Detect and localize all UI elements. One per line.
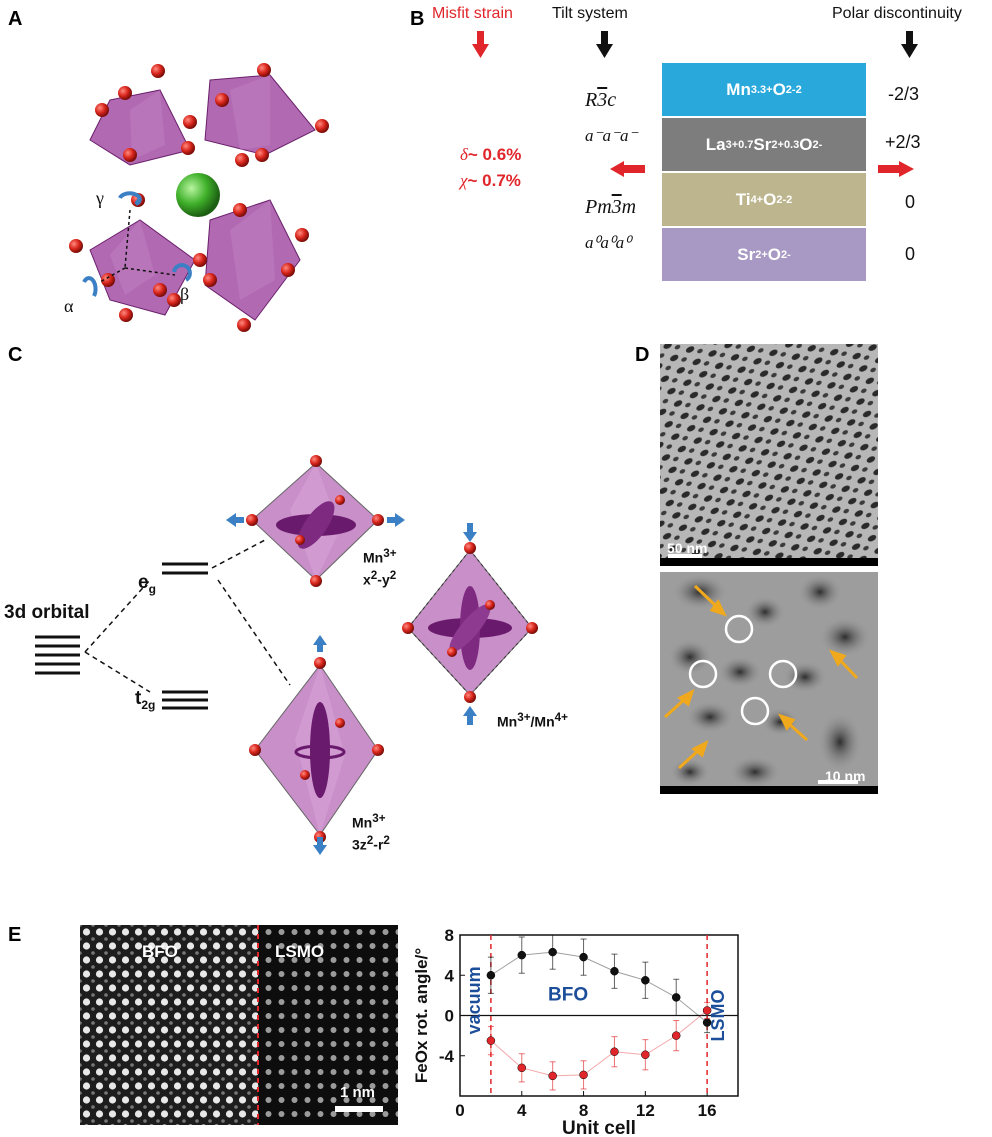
mn3-mn4-label: Mn3+/Mn4+: [497, 711, 568, 730]
perovskite-structure-illustration: [69, 63, 329, 332]
mn3-x2y2-label: Mn3+ x2-y2: [363, 547, 397, 588]
tilt-pm3m: Pm3m: [585, 196, 637, 218]
tilt-system-header: Tilt system: [552, 5, 628, 22]
octahedron-x2-y2: [246, 455, 384, 587]
data-point: [671, 1031, 681, 1040]
x-tick-label: 4: [517, 1101, 527, 1120]
tilt-a0a0a0: a⁰a⁰a⁰: [585, 233, 631, 252]
lsmo-region-label: LSMO: [708, 990, 728, 1042]
polar-right-arrow: [878, 161, 914, 177]
scale-bar-top-label: 50 nm: [667, 540, 708, 556]
tilt-down-arrow: [596, 31, 613, 58]
x-tick-label: 0: [455, 1101, 464, 1120]
stem-scale-label: 1 nm: [340, 1084, 376, 1101]
y-tick-label: 4: [445, 966, 455, 985]
charge-lsmo: +2/3: [885, 132, 921, 152]
data-point: [486, 971, 496, 980]
misfit-down-arrow: [472, 31, 489, 58]
charge-mno2: -2/3: [888, 84, 920, 104]
orbital-3d-label: 3d orbital: [4, 602, 90, 623]
strain-left-arrow: [610, 161, 645, 177]
data-point: [579, 952, 588, 962]
tilt-r3c: R3c: [585, 89, 617, 111]
panel-label-c: C: [8, 344, 23, 366]
tem-image-top: [660, 344, 878, 566]
charge-sro: 0: [905, 244, 916, 264]
data-point: [641, 976, 650, 985]
x-tick-label: 16: [698, 1101, 717, 1120]
tilt-aaa: a⁻a⁻a⁻: [585, 126, 638, 145]
x-axis-label: Unit cell: [562, 1118, 636, 1135]
data-point: [517, 1063, 527, 1073]
data-point: [579, 1070, 588, 1080]
strain-delta: δ~ 0.6%: [460, 145, 522, 164]
t2g-label: t2g: [135, 688, 156, 712]
gamma-label: γ: [96, 188, 104, 208]
layer-mno2: Mn 3.3+ O 2- 2: [662, 63, 866, 116]
y-tick-label: -4: [439, 1047, 455, 1066]
stem-bfo-label: BFO: [142, 942, 178, 961]
x-tick-label: 8: [579, 1101, 588, 1120]
strain-chi: χ~ 0.7%: [460, 171, 521, 190]
data-point: [641, 1050, 650, 1059]
panel-label-a: A: [8, 8, 23, 30]
a-site-cation-ball: [176, 173, 220, 217]
data-point: [548, 947, 557, 957]
eg-label: eg: [138, 572, 156, 596]
panel-b-arrows: [472, 31, 918, 177]
octahedron-mixed: [402, 542, 538, 703]
data-point: [548, 1071, 557, 1081]
series-line: [490, 951, 708, 1023]
y-tick-label: 8: [445, 926, 454, 945]
y-tick-label: 0: [445, 1007, 454, 1026]
data-point: [517, 950, 527, 960]
charge-tio2: 0: [905, 192, 916, 212]
alpha-label: α: [64, 296, 74, 316]
tem-image-bottom: [660, 572, 878, 794]
panel-label-d: D: [635, 344, 650, 366]
stem-image: [80, 925, 398, 1125]
scale-bar-bottom-label: 10 nm: [825, 768, 866, 784]
octahedron-3z2-r2: [249, 657, 384, 843]
data-point: [610, 1047, 619, 1056]
bfo-region-label: BFO: [548, 984, 588, 1005]
mn3-3z2r2-label: Mn3+ 3z2-r2: [352, 812, 390, 853]
beta-label: β: [180, 284, 190, 304]
layer-tio2: Ti 4+ O 2- 2: [662, 173, 866, 226]
panel-label-e: E: [8, 924, 22, 946]
y-axis-label: FeOx rot. angle/°: [412, 948, 431, 1083]
data-point: [671, 993, 681, 1002]
orbital-diagram: [35, 455, 538, 855]
data-point: [486, 1036, 496, 1045]
misfit-strain-header: Misfit strain: [432, 5, 513, 22]
data-point: [702, 1006, 712, 1015]
layer-sro: Sr 2+ O 2-: [662, 228, 866, 281]
x-tick-label: 12: [636, 1101, 655, 1120]
panel-label-b: B: [410, 8, 425, 30]
series-line: [490, 1010, 708, 1077]
polar-discontinuity-header: Polar discontinuity: [832, 5, 962, 22]
data-point: [610, 966, 619, 976]
layer-lsmo: La 3+ 0.7 Sr 2+ 0.3 O 2-: [662, 118, 866, 171]
vacuum-label: vacuum: [464, 966, 484, 1034]
stem-lsmo-label: LSMO: [275, 942, 325, 961]
polar-down-arrow: [901, 31, 918, 58]
